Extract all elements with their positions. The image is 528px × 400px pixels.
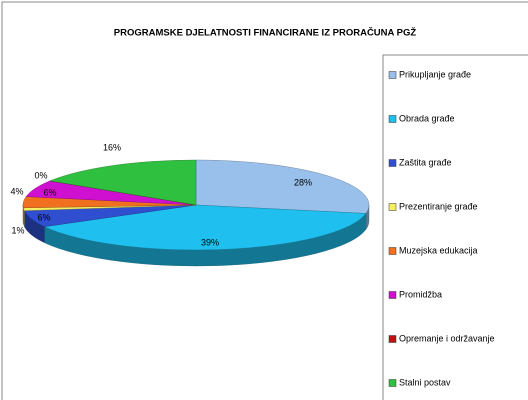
legend-label: Prezentiranje građe: [399, 201, 478, 211]
data-label: 6%: [43, 187, 56, 197]
data-label: 16%: [103, 142, 121, 152]
data-label: 39%: [201, 237, 219, 247]
legend-swatch: [388, 159, 397, 167]
legend-swatch: [388, 335, 397, 343]
legend-swatch: [388, 115, 397, 123]
legend-swatch: [388, 71, 397, 79]
legend-box: [382, 54, 528, 400]
legend: Prikupljanje građe Obrada građe Zaštita gr…: [388, 69, 495, 387]
slice: [49, 159, 197, 206]
legend-label: Promidžba: [399, 289, 442, 299]
legend-label: Prikupljanje građe: [399, 69, 471, 79]
slice: [195, 159, 370, 214]
legend-label: Obrada građe: [399, 113, 455, 123]
legend-label: Zaštita građe: [399, 157, 452, 167]
legend-swatch: [388, 379, 397, 387]
slice: [43, 204, 367, 251]
pie: 28% 39% 6% 1% 4% 6% 0% 16%: [10, 142, 370, 267]
chart-title: PROGRAMSKE DJELATNOSTI FINANCIRANE IZ PR…: [114, 27, 417, 39]
legend-label: Stalni postav: [399, 377, 451, 387]
data-label: 0%: [34, 170, 47, 180]
legend-label: Muzejska edukacija: [399, 245, 478, 255]
legend-swatch: [388, 247, 397, 255]
data-label: 1%: [11, 225, 24, 235]
legend-swatch: [388, 291, 397, 299]
data-label: 6%: [37, 212, 50, 222]
legend-swatch: [388, 203, 397, 211]
legend-label: Opremanje i održavanje: [399, 333, 495, 343]
data-label: 4%: [10, 186, 23, 196]
data-label: 28%: [294, 177, 312, 187]
